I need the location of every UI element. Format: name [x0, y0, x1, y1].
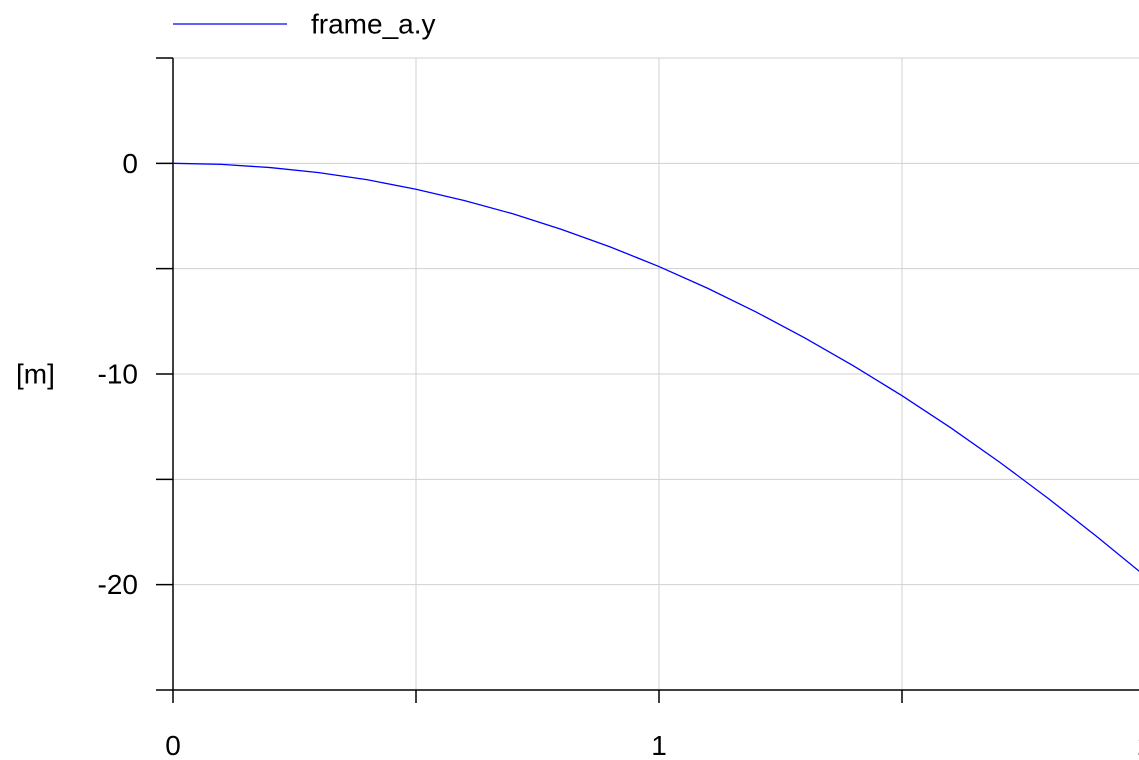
grid-lines	[173, 57, 1139, 690]
y-tick-label: 0	[122, 148, 138, 179]
y-tick-label: -10	[98, 359, 138, 390]
legend-label: frame_a.y	[311, 9, 436, 40]
plot-area	[172, 162, 1139, 572]
y-axis-unit-label: [m]	[16, 359, 55, 390]
y-tick-label: -20	[98, 569, 138, 600]
legend: frame_a.y	[173, 9, 436, 40]
series-line	[172, 162, 1139, 572]
tick-marks	[156, 57, 903, 703]
x-tick-label: 1	[651, 730, 667, 760]
tick-labels: -20 -10 0 0 1 2	[98, 148, 1139, 760]
x-tick-label: 2	[1137, 730, 1139, 760]
x-tick-label: 0	[165, 730, 181, 760]
